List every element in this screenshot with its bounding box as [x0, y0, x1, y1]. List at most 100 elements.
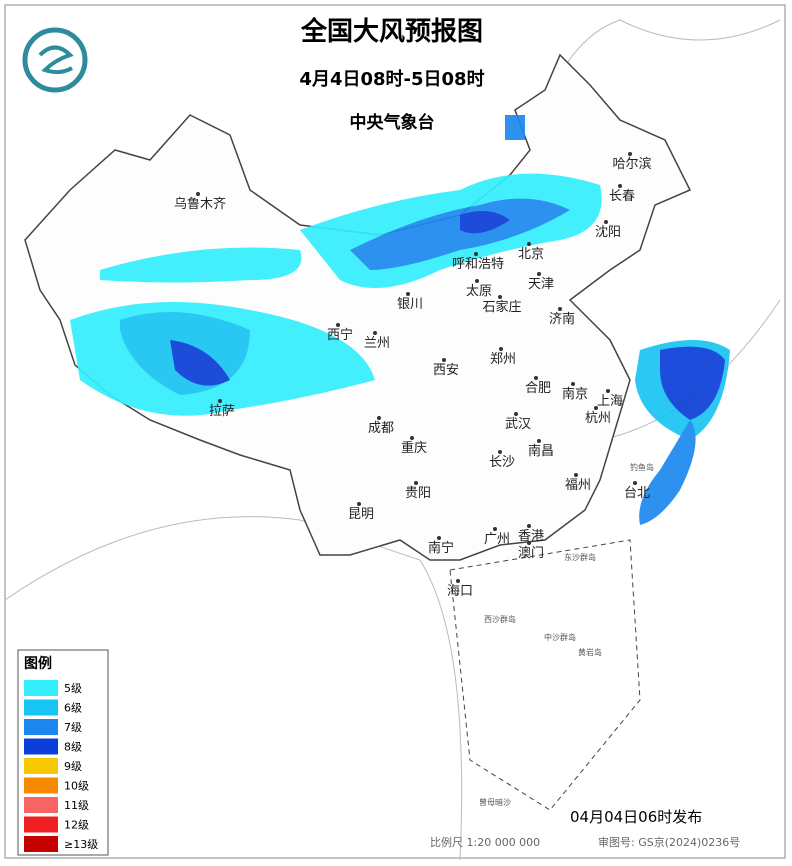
legend-swatch [24, 816, 58, 833]
city-dot [456, 579, 460, 583]
city-dot [499, 347, 503, 351]
period: 4月4日08时-5日08时 [299, 69, 484, 90]
legend-swatch [24, 777, 58, 794]
city-dot [196, 192, 200, 196]
city-dot [558, 307, 562, 311]
city-dot [336, 323, 340, 327]
city-dot [633, 481, 637, 485]
city-label: 太原 [466, 284, 492, 299]
city-dot [498, 295, 502, 299]
legend-label: 10级 [64, 780, 89, 793]
city-label: 澳门 [518, 545, 544, 561]
city-dot [604, 220, 608, 224]
city-label: 南昌 [528, 443, 554, 459]
legend-swatch [24, 758, 58, 774]
city-label: 西安 [433, 363, 459, 378]
city-label: 杭州 [585, 411, 611, 426]
city-label: 乌鲁木齐 [174, 196, 226, 212]
city-label: 长沙 [489, 455, 515, 470]
city-dot [218, 399, 222, 403]
city-label: 福州 [565, 478, 591, 493]
city-dot [537, 439, 541, 443]
city-label: 呼和浩特 [452, 257, 504, 272]
city-label: 西宁 [327, 327, 353, 343]
city-dot [357, 502, 361, 506]
city-label: 成都 [368, 421, 394, 436]
legend-label: 8级 [64, 741, 82, 754]
city-label: 海口 [447, 584, 473, 599]
island-label: 西沙群岛 [484, 614, 516, 624]
city-label: 济南 [549, 311, 575, 327]
city-label: 石家庄 [482, 299, 521, 315]
island-label: 钓鱼岛 [630, 462, 654, 472]
island-label: 东沙群岛 [564, 552, 596, 562]
legend-swatch [24, 719, 58, 735]
city-label: 南宁 [428, 540, 454, 556]
island-label: 曾母暗沙 [479, 797, 511, 807]
city-dot [406, 292, 410, 296]
city-dot [534, 376, 538, 380]
city-dot [574, 473, 578, 477]
legend-title: 图例 [24, 655, 52, 672]
city-dot [527, 524, 531, 528]
city-dot [606, 389, 610, 393]
legend-swatch [24, 797, 58, 813]
city-label: 银川 [397, 297, 423, 312]
city-dot [514, 412, 518, 416]
city-label: 长春 [609, 189, 635, 204]
city-dot [442, 358, 446, 362]
city-dot [498, 450, 502, 454]
map-number: 审图号: GS京(2024)0236号 [598, 835, 740, 849]
city-label: 台北 [624, 486, 650, 501]
city-dot [594, 406, 598, 410]
city-label: 郑州 [490, 352, 516, 367]
legend-swatch [24, 699, 58, 716]
city-label: 南京 [562, 386, 588, 402]
legend-swatch [24, 680, 58, 696]
legend-swatch [24, 836, 58, 852]
city-dot [537, 272, 541, 276]
legend-label: 11级 [64, 799, 89, 812]
city-label: 哈尔滨 [612, 156, 651, 172]
city-dot [410, 436, 414, 440]
city-label: 武汉 [505, 417, 531, 432]
city-dot [414, 481, 418, 485]
city-dot [377, 416, 381, 420]
city-label: 贵阳 [405, 486, 431, 501]
logo [22, 27, 88, 93]
wind-areas [70, 115, 730, 525]
scale: 比例尺 1:20 000 000 [430, 835, 540, 849]
city-dot [628, 152, 632, 156]
city-dot [475, 279, 479, 283]
city-label: 香港 [518, 529, 544, 544]
city-label: 兰州 [364, 336, 390, 351]
city-dot [373, 331, 377, 335]
city-label: 拉萨 [209, 404, 235, 419]
legend-label: 9级 [64, 760, 82, 773]
logo-mark [38, 45, 74, 75]
city-label: 广州 [484, 532, 510, 547]
legend-label: 7级 [64, 721, 82, 734]
island-label: 中沙群岛 [544, 632, 576, 642]
city-dot [437, 536, 441, 540]
legend-label: 6级 [64, 702, 82, 715]
city-dot [474, 252, 478, 256]
city-dot [571, 382, 575, 386]
city-dot [493, 527, 497, 531]
city-label: 北京 [518, 247, 544, 262]
city-dot [527, 541, 531, 545]
city-label: 上海 [597, 394, 623, 409]
city-label: 天津 [528, 277, 554, 292]
city-label: 重庆 [401, 440, 427, 456]
legend-label: 5级 [64, 682, 82, 695]
city-label: 昆明 [348, 507, 374, 522]
legend-label: 12级 [64, 819, 89, 832]
city-label: 沈阳 [595, 225, 621, 240]
city-label: 合肥 [525, 381, 551, 396]
issuer: 中央气象台 [350, 112, 435, 133]
city-dot [527, 242, 531, 246]
issued-time: 04月04日06时发布 [570, 808, 702, 826]
title: 全国大风预报图 [300, 16, 483, 47]
island-label: 黄岩岛 [578, 647, 602, 657]
